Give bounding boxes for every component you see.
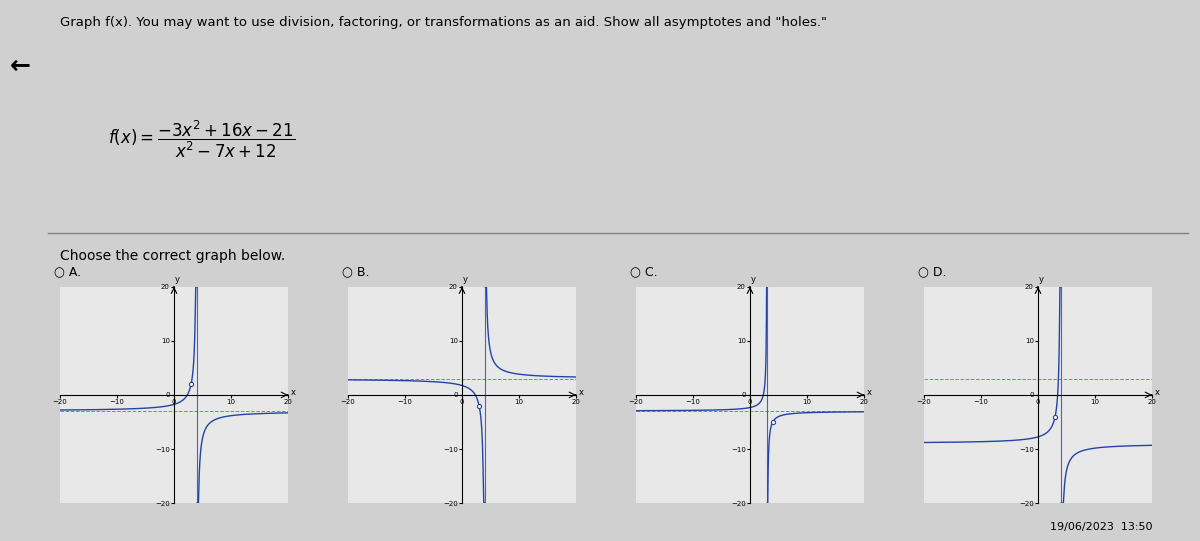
Text: Graph f(x). You may want to use division, factoring, or transformations as an ai: Graph f(x). You may want to use division…: [60, 16, 827, 29]
Text: Choose the correct graph below.: Choose the correct graph below.: [60, 249, 286, 263]
Text: y: y: [1038, 275, 1043, 284]
Text: $f(x) = \dfrac{-3x^2 + 16x - 21}{x^2 - 7x + 12}$: $f(x) = \dfrac{-3x^2 + 16x - 21}{x^2 - 7…: [108, 119, 295, 161]
Text: y: y: [462, 275, 467, 284]
Text: x: x: [578, 388, 584, 397]
Text: y: y: [174, 275, 179, 284]
Text: ○ B.: ○ B.: [342, 265, 370, 278]
Text: x: x: [290, 388, 296, 397]
Text: ○ A.: ○ A.: [54, 265, 82, 278]
Text: x: x: [1154, 388, 1160, 397]
Text: ←: ←: [10, 54, 31, 78]
Text: y: y: [750, 275, 755, 284]
Text: 19/06/2023  13:50: 19/06/2023 13:50: [1050, 522, 1152, 532]
Text: ○ C.: ○ C.: [630, 265, 658, 278]
Text: x: x: [866, 388, 872, 397]
Text: ○ D.: ○ D.: [918, 265, 947, 278]
